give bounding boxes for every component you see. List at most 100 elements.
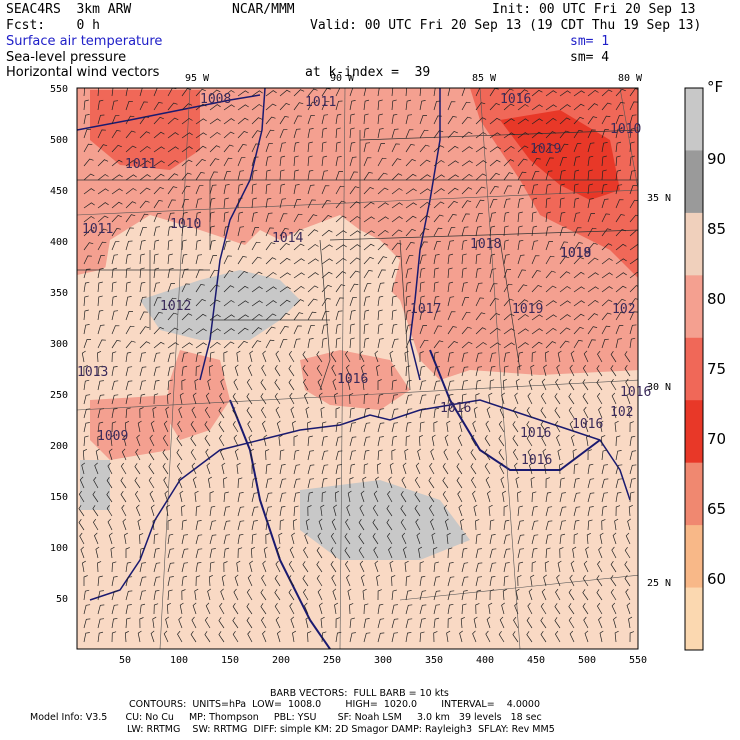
wind-barb xyxy=(573,271,585,279)
wind-barb xyxy=(544,350,549,363)
wind-barb xyxy=(276,546,281,559)
wind-barb xyxy=(587,227,597,237)
wind-barb xyxy=(362,476,367,489)
wind-barb xyxy=(614,630,619,643)
wind-barb xyxy=(573,339,583,349)
wind-barb xyxy=(447,200,458,209)
wind-barb xyxy=(601,228,612,237)
barb-info: BARB VECTORS: FULL BARB = 10 kts xyxy=(270,688,449,699)
wind-barb xyxy=(95,448,100,461)
wind-barb xyxy=(237,492,244,503)
wind-barb xyxy=(559,520,567,531)
pressure-label: 1016 xyxy=(500,92,532,107)
wind-barb xyxy=(498,630,505,643)
wind-barb xyxy=(475,186,486,195)
wind-barb xyxy=(293,155,299,167)
wind-barb xyxy=(260,603,267,615)
wind-barb xyxy=(447,340,459,349)
wind-barb xyxy=(615,478,623,489)
wind-barb xyxy=(223,534,231,545)
wind-barb xyxy=(629,127,636,139)
wind-barb xyxy=(554,603,561,615)
wind-barb xyxy=(531,184,539,195)
wind-barb xyxy=(517,314,529,321)
wind-barb xyxy=(391,188,403,195)
wind-barb xyxy=(149,434,155,447)
wind-barb xyxy=(531,561,537,573)
wind-barb xyxy=(526,434,533,447)
wind-barb xyxy=(446,630,451,643)
wind-barb xyxy=(83,88,86,97)
wind-barb xyxy=(573,143,582,153)
wind-barb xyxy=(447,267,453,279)
wind-barb xyxy=(237,170,245,181)
wind-barb xyxy=(377,256,388,265)
wind-barb xyxy=(307,155,313,167)
wind-barb xyxy=(447,187,459,195)
wind-barb xyxy=(391,618,399,629)
wind-barb xyxy=(501,602,506,615)
wind-barb xyxy=(554,407,561,419)
wind-barb xyxy=(360,574,365,587)
wind-barb xyxy=(503,225,509,237)
wind-barb xyxy=(120,477,127,489)
wind-barb xyxy=(279,116,289,125)
wind-barb xyxy=(293,338,301,349)
wind-barb xyxy=(265,156,272,167)
wind-barb xyxy=(587,313,599,321)
wind-barb xyxy=(321,284,332,293)
wind-barb xyxy=(307,101,317,111)
wind-barb xyxy=(503,211,510,223)
wind-barb xyxy=(419,88,422,97)
wind-barb xyxy=(559,211,566,223)
wind-barb xyxy=(375,476,380,489)
wind-barb xyxy=(559,477,565,489)
pressure-label: 1008 xyxy=(200,92,232,107)
wind-barb xyxy=(517,184,525,195)
wind-barb xyxy=(152,518,157,531)
wind-barb xyxy=(165,616,170,629)
wind-barb xyxy=(181,519,187,531)
wind-barb xyxy=(360,490,365,503)
wind-barb xyxy=(83,216,95,223)
wind-barb xyxy=(415,518,421,531)
wind-barb xyxy=(419,228,430,237)
wind-barb xyxy=(610,588,617,601)
wind-barb xyxy=(209,534,217,545)
wind-barb xyxy=(624,351,631,363)
wind-barb xyxy=(181,589,186,601)
wind-barb xyxy=(249,560,254,573)
wind-barb xyxy=(433,295,440,307)
wind-barb xyxy=(559,197,565,209)
wind-barb xyxy=(125,604,132,615)
wind-barb xyxy=(307,114,315,125)
wind-barb xyxy=(503,254,510,265)
wind-barb xyxy=(545,117,557,125)
wind-barb xyxy=(265,533,270,545)
wind-barb xyxy=(405,618,413,629)
wind-barb xyxy=(191,616,197,629)
wind-barb xyxy=(167,576,174,587)
wind-barb xyxy=(83,295,89,307)
wind-barb xyxy=(209,548,216,559)
wind-barb xyxy=(111,281,117,293)
wind-barb xyxy=(83,379,90,391)
wind-barb xyxy=(223,211,229,223)
wind-barb xyxy=(209,118,221,125)
colorbar-swatch xyxy=(685,462,703,526)
model-info-physics: LW: RRTMG SW: RRTMG DIFF: simple KM: 2D … xyxy=(127,724,555,735)
wind-barb xyxy=(528,588,533,601)
wind-barb xyxy=(431,532,436,545)
wind-barb xyxy=(447,253,454,265)
wind-barb xyxy=(433,240,441,251)
wind-barb xyxy=(629,155,635,167)
wind-barb xyxy=(321,477,328,489)
wind-barb xyxy=(153,326,164,335)
wind-barb xyxy=(377,243,389,251)
wind-barb xyxy=(108,448,113,461)
wind-barb xyxy=(195,145,207,153)
wind-barb xyxy=(503,118,515,125)
wind-barb xyxy=(419,604,427,615)
wind-barb xyxy=(181,352,189,363)
wind-barb xyxy=(615,298,626,307)
